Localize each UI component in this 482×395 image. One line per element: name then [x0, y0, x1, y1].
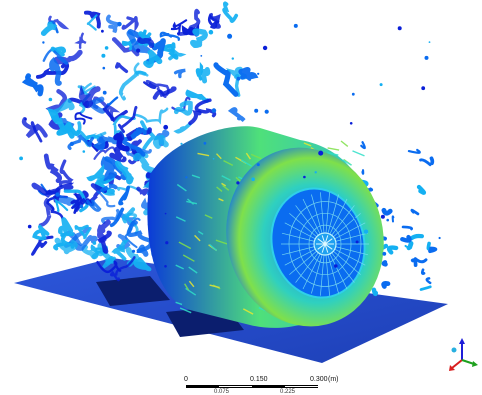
- flow-specks: [19, 21, 441, 268]
- scale-sub-2: 0.225: [280, 389, 296, 395]
- scale-tick-0: 0: [184, 376, 188, 383]
- scale-bar-track: [186, 385, 318, 388]
- vortex-wake: [21, 1, 438, 297]
- x-axis-icon: [451, 359, 463, 369]
- axis-triad: [449, 338, 478, 371]
- scale-sub-1: 0.075: [214, 389, 230, 395]
- scale-tick-end: 0.300: [310, 376, 328, 383]
- support-block: [96, 276, 170, 306]
- scale-tick-mid: 0.150: [250, 376, 268, 383]
- scale-unit: (m): [328, 376, 339, 383]
- hub-star: [316, 235, 334, 253]
- y-axis-icon: [461, 359, 475, 365]
- view-dot-icon: [451, 347, 457, 353]
- scale-bar: 0 0.150 0.300 (m) 0.075 0.225: [180, 376, 340, 395]
